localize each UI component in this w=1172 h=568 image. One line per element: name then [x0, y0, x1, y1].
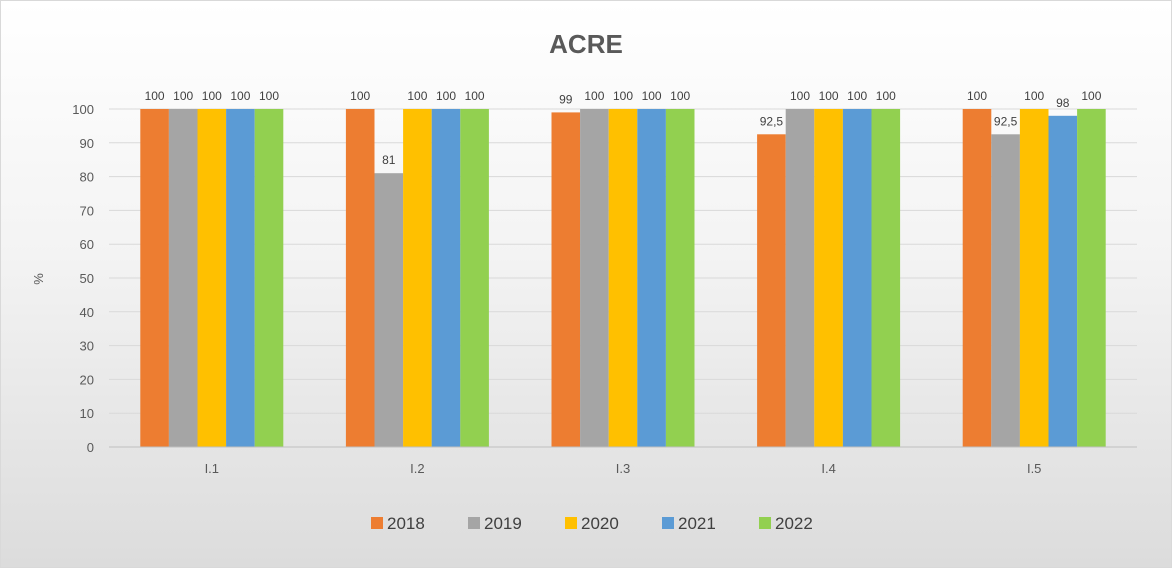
x-axis-ticks: I.1 I.2 I.3 I.4 I.5	[205, 461, 1042, 476]
data-label: 100	[202, 89, 222, 103]
y-tick-label: 30	[80, 339, 94, 354]
bar-2022-I.1	[254, 109, 284, 447]
y-axis-label: %	[31, 273, 46, 285]
bar-2020-I.4	[814, 109, 843, 447]
bar-2021-I.3	[637, 109, 666, 447]
bar-2019-I.3	[580, 109, 609, 447]
y-tick-label: 50	[80, 271, 94, 286]
data-label: 100	[967, 89, 987, 103]
bar-2018-I.1	[140, 109, 169, 447]
bar-2022-I.4	[871, 109, 901, 447]
x-tick-label: I.1	[205, 461, 219, 476]
data-label: 100	[819, 89, 839, 103]
bar-2020-I.2	[403, 109, 432, 447]
data-label: 100	[436, 89, 456, 103]
y-tick-label: 10	[80, 406, 94, 421]
bar-2018-I.5	[962, 109, 992, 447]
bar-2019-I.1	[168, 109, 198, 447]
legend-label: 2018	[387, 514, 425, 533]
bar-2020-I.3	[608, 109, 638, 447]
x-tick-label: I.5	[1027, 461, 1041, 476]
legend-swatch-2021	[662, 517, 674, 529]
bar-2018-I.2	[345, 109, 375, 447]
data-label: 100	[876, 89, 896, 103]
legend-swatch-2020	[565, 517, 577, 529]
data-label: 99	[559, 92, 573, 106]
data-label: 100	[642, 89, 662, 103]
data-label: 100	[847, 89, 867, 103]
bar-2021-I.4	[842, 109, 872, 447]
legend-label: 2020	[581, 514, 619, 533]
bar-2019-I.5	[991, 134, 1020, 448]
data-labels: 100 100 100 100 100 100 81 100 100 100 99 100 100 100…	[145, 89, 1102, 167]
bar-2020-I.1	[197, 109, 227, 447]
data-label: 100	[790, 89, 810, 103]
data-label: 100	[173, 89, 193, 103]
bar-2019-I.4	[785, 109, 815, 447]
legend-label: 2022	[775, 514, 813, 533]
data-label: 81	[382, 153, 396, 167]
bars	[140, 109, 1106, 448]
bar-2018-I.4	[757, 134, 786, 448]
data-label: 92,5	[994, 114, 1018, 128]
data-label: 100	[670, 89, 690, 103]
y-tick-label: 0	[87, 440, 94, 455]
data-label: 100	[145, 89, 165, 103]
data-label: 100	[613, 89, 633, 103]
y-tick-label: 40	[80, 305, 94, 320]
legend-swatch-2018	[371, 517, 383, 529]
legend-swatch-2019	[468, 517, 480, 529]
y-tick-label: 80	[80, 170, 94, 185]
data-label: 100	[1081, 89, 1101, 103]
y-tick-label: 20	[80, 372, 94, 387]
data-label: 100	[584, 89, 604, 103]
data-label: 98	[1056, 96, 1070, 110]
data-label: 100	[1024, 89, 1044, 103]
bar-2021-I.1	[226, 109, 255, 447]
data-label: 100	[465, 89, 485, 103]
x-tick-label: I.4	[821, 461, 835, 476]
legend-label: 2019	[484, 514, 522, 533]
bar-2018-I.3	[551, 112, 581, 448]
bar-2022-I.3	[665, 109, 695, 447]
y-tick-label: 100	[72, 102, 94, 117]
data-label: 92,5	[760, 114, 784, 128]
legend-label: 2021	[678, 514, 716, 533]
bar-2022-I.5	[1077, 109, 1106, 447]
legend-swatch-2022	[759, 517, 771, 529]
data-label: 100	[259, 89, 279, 103]
x-tick-label: I.2	[410, 461, 424, 476]
bar-2020-I.5	[1019, 109, 1049, 447]
bar-2021-I.5	[1048, 115, 1078, 448]
bar-2022-I.2	[460, 109, 489, 447]
y-tick-label: 60	[80, 237, 94, 252]
y-tick-label: 70	[80, 203, 94, 218]
data-label: 100	[350, 89, 370, 103]
x-tick-label: I.3	[616, 461, 630, 476]
data-label: 100	[407, 89, 427, 103]
y-axis-ticks: 0 10 20 30 40 50 60 70 80 90 100	[72, 102, 94, 455]
chart-title: ACRE	[549, 29, 623, 59]
data-label: 100	[230, 89, 250, 103]
y-tick-label: 90	[80, 136, 94, 151]
bar-2021-I.2	[431, 109, 461, 447]
legend: 2018 2019 2020 2021 2022	[371, 514, 813, 533]
bar-2019-I.2	[374, 173, 404, 447]
